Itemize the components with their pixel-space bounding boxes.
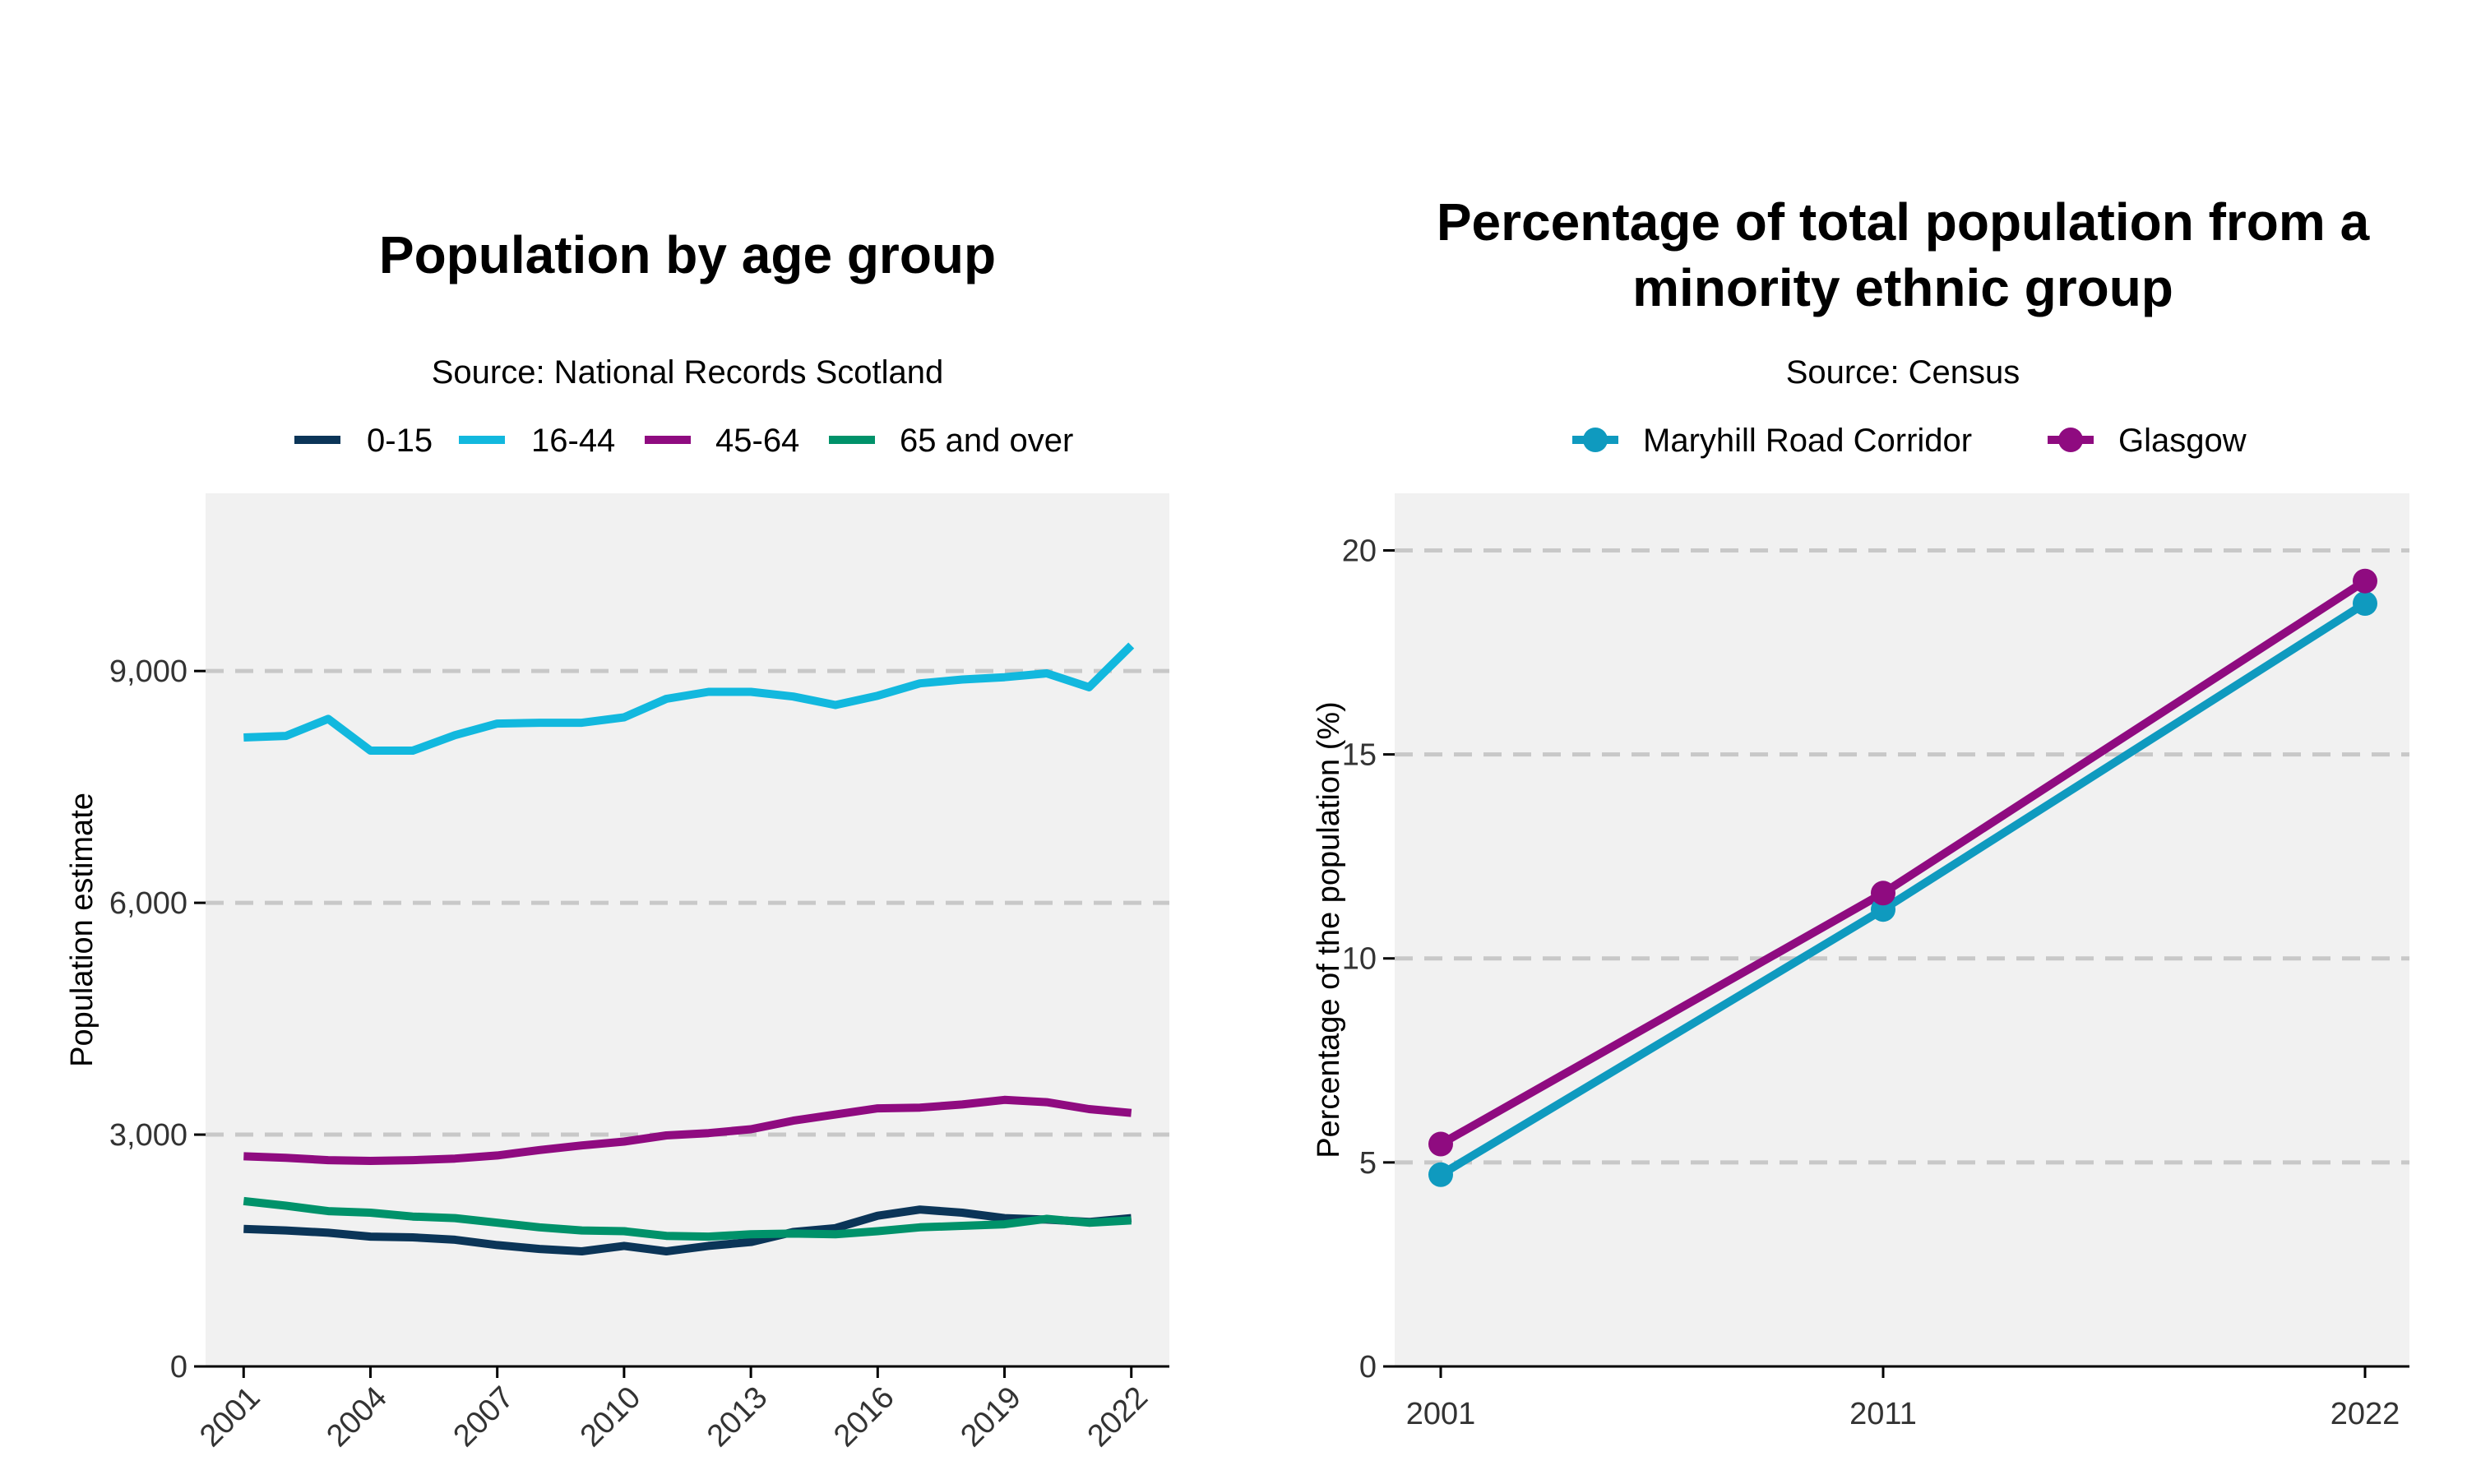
x-tick-label: 2013 — [701, 1380, 774, 1454]
series-lines — [243, 642, 1135, 1255]
legend-marker-glasgow — [2058, 428, 2083, 452]
x-tick-label: 2011 — [1849, 1397, 1917, 1431]
series-line-65-and-over — [243, 1196, 1132, 1241]
legend-label-45-64: 45-64 — [715, 423, 799, 459]
x-tick-label: 2001 — [193, 1380, 266, 1454]
series-line-45-64 — [243, 1095, 1132, 1165]
y-tick-label: 5 — [1359, 1146, 1377, 1181]
y-tick-label: 10 — [1342, 942, 1377, 977]
y-tick-label: 15 — [1342, 738, 1377, 773]
y-tick-label: 20 — [1342, 534, 1377, 568]
x-tick-label: 2007 — [447, 1380, 521, 1454]
data-point-glasgow-2011 — [1871, 881, 1895, 906]
series-line-16-44 — [243, 642, 1135, 755]
legend: 0-15 16-44 45-64 65 and over — [294, 423, 1073, 459]
data-point-maryhill-road-corridor-2022 — [2353, 591, 2377, 616]
legend-label-glasgow: Glasgow — [2118, 423, 2247, 459]
y-tick-label: 3,000 — [109, 1118, 187, 1153]
chart-subtitle: Source: National Records Scotland — [432, 354, 944, 391]
legend-label-maryhill: Maryhill Road Corridor — [1643, 423, 1972, 459]
x-tick-label: 2022 — [1081, 1380, 1155, 1454]
data-point-maryhill-road-corridor-2001 — [1428, 1162, 1453, 1187]
data-point-glasgow-2022 — [2353, 568, 2377, 594]
gridlines — [1395, 548, 2409, 1165]
legend-label-16-44: 16-44 — [531, 423, 615, 459]
y-axis-label: Population estimate — [65, 793, 100, 1067]
chart-subtitle: Source: Census — [1786, 354, 2020, 391]
chart-minority-ethnic: Percentage of total population from a mi… — [1312, 192, 2409, 1431]
y-tick-label: 6,000 — [109, 886, 187, 921]
x-tick-label: 2010 — [574, 1380, 647, 1454]
x-tick-label: 2019 — [954, 1380, 1027, 1454]
legend-label-0-15: 0-15 — [367, 423, 433, 459]
series-points — [1428, 568, 2377, 1187]
y-axis-label: Percentage of the population (%) — [1312, 701, 1346, 1158]
series-line-0-15 — [243, 1205, 1132, 1255]
legend: Maryhill Road Corridor Glasgow — [1572, 423, 2247, 459]
y-axis-ticks: 0 5 10 15 20 — [1342, 534, 1395, 1385]
chart-title: Population by age group — [379, 225, 996, 284]
x-tick-label: 2022 — [2330, 1397, 2400, 1431]
chart-title-line-1: Percentage of total population from a — [1437, 192, 2370, 252]
y-axis-ticks: 0 3,000 6,000 9,000 — [109, 654, 206, 1385]
x-tick-label: 2004 — [320, 1380, 393, 1454]
legend-label-65-and-over: 65 and over — [900, 423, 1073, 459]
x-axis-ticks: 2001 2011 2022 — [1406, 1366, 2400, 1431]
x-tick-label: 2016 — [827, 1380, 900, 1454]
x-tick-label: 2001 — [1406, 1397, 1476, 1431]
legend-marker-maryhill — [1583, 428, 1608, 452]
y-tick-label: 0 — [1359, 1350, 1377, 1385]
chart-population-by-age: Population by age group Source: National… — [65, 225, 1169, 1454]
y-tick-label: 9,000 — [109, 654, 187, 689]
data-point-glasgow-2001 — [1428, 1131, 1453, 1157]
plot-panel — [1395, 493, 2409, 1366]
chart-title-line-2: minority ethnic group — [1632, 258, 2173, 317]
y-tick-label: 0 — [170, 1350, 187, 1385]
x-axis-ticks: 2001 2004 2007 2010 2013 2016 2019 2022 — [193, 1366, 1155, 1454]
